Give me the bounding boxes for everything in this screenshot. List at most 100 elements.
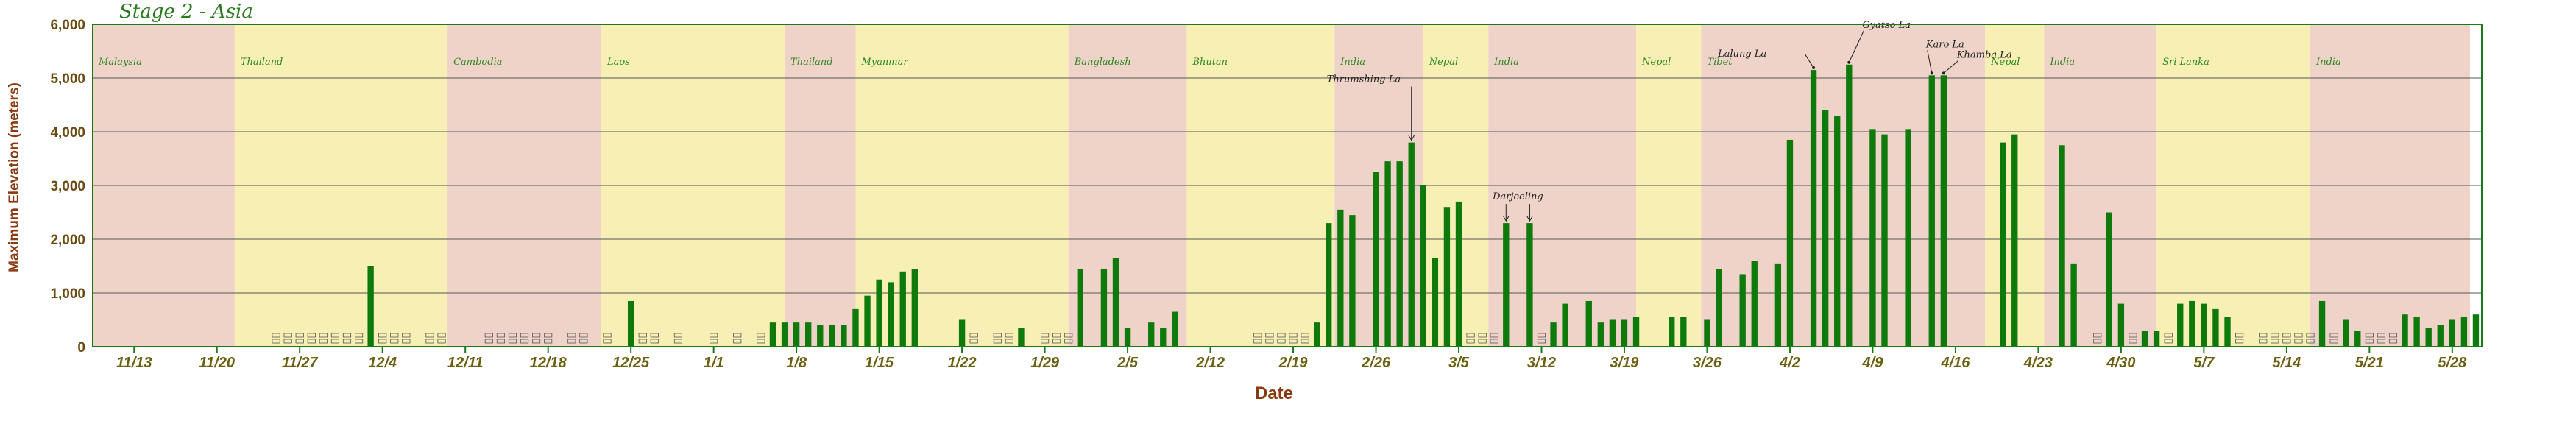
bar <box>1905 129 1911 347</box>
zero-marker <box>1052 333 1061 344</box>
zero-marker-cell <box>508 339 517 344</box>
bar <box>1550 322 1557 347</box>
annotation-label: Karo La <box>1925 39 1964 50</box>
bar <box>1396 161 1403 347</box>
arrowhead <box>1502 215 1510 222</box>
country-label: Thailand <box>790 57 833 68</box>
y-tick-label: 6,000 <box>50 18 85 33</box>
bar <box>2343 319 2349 347</box>
arrowhead <box>1526 215 1533 222</box>
bar <box>1384 161 1391 347</box>
x-tick-label: 4/2 <box>1779 355 1800 371</box>
arrowhead <box>1930 71 1933 75</box>
zero-marker <box>2294 333 2303 344</box>
zero-marker <box>2235 333 2244 344</box>
zero-marker-cell <box>603 339 612 344</box>
zero-marker-cell <box>1041 333 1050 338</box>
bar <box>2425 328 2432 347</box>
bar <box>2000 142 2006 347</box>
zero-marker-cell <box>342 339 352 344</box>
zero-marker <box>508 333 517 344</box>
bar <box>2070 263 2077 347</box>
zero-marker <box>532 333 541 344</box>
zero-marker-cell <box>295 333 304 338</box>
zero-marker-cell <box>2365 333 2374 338</box>
zero-marker-cell <box>2164 333 2173 338</box>
zero-marker-cell <box>2388 333 2398 338</box>
annotation-arrow <box>1927 50 1933 74</box>
zero-marker <box>2271 333 2279 344</box>
bar <box>793 322 800 347</box>
bar <box>2413 317 2420 347</box>
annotation: Karo La <box>1925 39 1964 75</box>
x-tick-label: 12/4 <box>368 355 397 371</box>
zero-marker-cell <box>1537 333 1546 338</box>
zero-marker-cell <box>2271 333 2279 338</box>
zero-marker-cell <box>2259 333 2268 338</box>
bar <box>781 322 788 347</box>
annotation-arrow <box>1804 53 1814 68</box>
zero-marker-cell <box>2259 339 2268 344</box>
zero-marker-cell <box>733 339 742 344</box>
bar <box>1774 263 1782 347</box>
zero-marker-cell <box>1041 339 1050 344</box>
x-tick-label: 2/26 <box>1361 355 1391 371</box>
zero-marker-cell <box>354 333 364 338</box>
bar <box>2153 331 2160 347</box>
y-tick-label: 3,000 <box>50 179 85 194</box>
x-tick-label: 3/19 <box>1610 355 1640 371</box>
bar <box>1680 317 1687 347</box>
zero-marker-cell <box>496 333 505 338</box>
annotation-label: Lalung La <box>1717 49 1766 60</box>
zero-marker <box>1041 333 1050 344</box>
zero-marker-cell <box>2329 333 2338 338</box>
zero-marker <box>1537 333 1546 344</box>
zero-marker-cell <box>319 333 328 338</box>
zero-marker-cell <box>1301 333 1309 338</box>
zero-marker-cell <box>378 333 387 338</box>
zero-marker-cell <box>567 339 576 344</box>
zero-marker-cell <box>330 339 339 344</box>
country-label: India <box>1340 57 1365 68</box>
x-tick-label: 1/1 <box>704 355 724 371</box>
y-axis: 0 1,000 2,000 3,000 4,000 5,000 6,000 <box>50 18 85 356</box>
bar <box>1172 311 1178 347</box>
zero-marker <box>1064 333 1073 344</box>
bar <box>2354 331 2361 347</box>
zero-marker-cell <box>2365 339 2374 344</box>
zero-marker <box>733 333 742 344</box>
zero-marker-cell <box>567 333 576 338</box>
annotation: Gyatso La <box>1847 20 1911 64</box>
zero-marker-cell <box>437 333 446 338</box>
zero-marker-cell <box>1052 339 1061 344</box>
zero-marker-cell <box>1005 333 1013 338</box>
bar <box>2472 314 2480 347</box>
bar <box>1928 75 1935 347</box>
y-tick-label: 1,000 <box>50 286 85 302</box>
zero-marker-cell <box>295 339 304 344</box>
zero-marker-cell <box>1466 333 1475 338</box>
zero-marker-cell <box>484 333 493 338</box>
bar <box>2437 325 2444 347</box>
zero-marker-cell <box>969 333 978 338</box>
zero-marker-cell <box>508 333 517 338</box>
bar <box>1716 269 1722 347</box>
zero-marker-cell <box>1277 333 1286 338</box>
zero-marker-cell <box>1064 339 1073 344</box>
zero-marker-cell <box>2282 339 2291 344</box>
zero-marker-cell <box>307 333 316 338</box>
country-label: India <box>2049 57 2075 68</box>
bar <box>1810 70 1817 347</box>
annotation: Khamba La <box>1942 49 2012 75</box>
bar <box>911 269 918 347</box>
zero-marker-cell <box>2093 339 2102 344</box>
annotation <box>1526 204 1533 222</box>
zero-marker-cell <box>2306 333 2315 338</box>
zero-marker-cell <box>2329 339 2338 344</box>
bar <box>1408 142 1415 347</box>
zero-marker <box>402 333 411 344</box>
zero-marker-cell <box>2129 339 2137 344</box>
bar <box>1373 172 1379 347</box>
x-tick-label: 3/26 <box>1693 355 1722 371</box>
chart-title: Stage 2 - Asia <box>119 1 253 23</box>
